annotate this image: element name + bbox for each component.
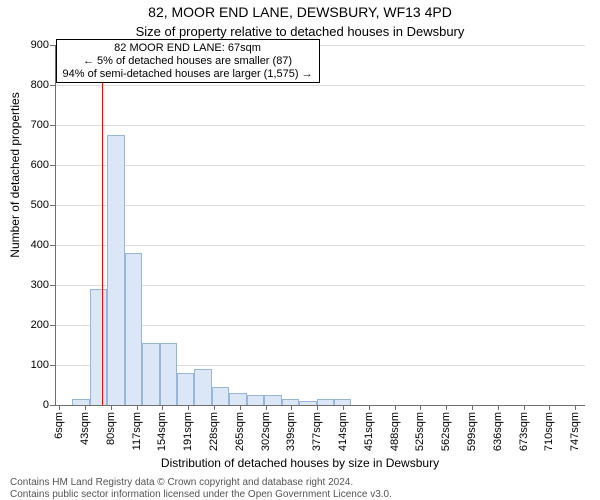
- histogram-plot: 01002003004005006007008009006sqm43sqm80s…: [55, 45, 585, 405]
- x-tick-mark: [498, 405, 499, 410]
- x-tick-label: 636sqm: [492, 412, 504, 451]
- histogram-bar: [194, 369, 211, 405]
- x-tick-label: 302sqm: [260, 412, 272, 451]
- y-tick-label: 300: [31, 279, 49, 291]
- x-tick-mark: [369, 405, 370, 410]
- histogram-bar: [90, 289, 107, 405]
- histogram-bar: [125, 253, 142, 405]
- x-tick-label: 154sqm: [156, 412, 168, 451]
- x-tick-label: 710sqm: [543, 412, 555, 451]
- x-tick-mark: [266, 405, 267, 410]
- x-tick-label: 525sqm: [414, 412, 426, 451]
- x-tick-label: 6sqm: [53, 412, 65, 439]
- x-tick-label: 377sqm: [311, 412, 323, 451]
- marker-line: [102, 45, 103, 405]
- y-tick-label: 500: [31, 199, 49, 211]
- x-tick-mark: [188, 405, 189, 410]
- x-tick-label: 747sqm: [569, 412, 581, 451]
- x-tick-mark: [472, 405, 473, 410]
- histogram-bar: [142, 343, 159, 405]
- page-title: 82, MOOR END LANE, DEWSBURY, WF13 4PD: [0, 4, 600, 20]
- y-tick-label: 700: [31, 119, 49, 131]
- x-tick-mark: [214, 405, 215, 410]
- histogram-bar: [177, 373, 194, 405]
- x-tick-label: 228sqm: [208, 412, 220, 451]
- x-tick-label: 339sqm: [285, 412, 297, 451]
- x-tick-mark: [395, 405, 396, 410]
- histogram-bar: [264, 395, 281, 405]
- x-axis-label: Distribution of detached houses by size …: [0, 456, 600, 470]
- y-axis-line: [55, 45, 56, 405]
- gridline: [55, 125, 585, 126]
- y-tick-label: 400: [31, 239, 49, 251]
- footer-attribution: Contains HM Land Registry data © Crown c…: [10, 477, 590, 500]
- y-tick-label: 0: [43, 399, 49, 411]
- histogram-bar: [229, 393, 246, 405]
- x-tick-mark: [575, 405, 576, 410]
- x-tick-mark: [59, 405, 60, 410]
- histogram-bar: [212, 387, 229, 405]
- x-tick-mark: [317, 405, 318, 410]
- x-tick-mark: [343, 405, 344, 410]
- histogram-bar: [107, 135, 124, 405]
- x-tick-label: 673sqm: [518, 412, 530, 451]
- y-tick-label: 600: [31, 159, 49, 171]
- x-tick-mark: [524, 405, 525, 410]
- x-tick-mark: [291, 405, 292, 410]
- annotation-box: 82 MOOR END LANE: 67sqm← 5% of detached …: [56, 39, 320, 84]
- y-axis-label: Number of detached properties: [8, 25, 22, 325]
- gridline: [55, 245, 585, 246]
- histogram-bar: [160, 343, 177, 405]
- x-tick-mark: [446, 405, 447, 410]
- x-tick-mark: [420, 405, 421, 410]
- x-tick-label: 562sqm: [440, 412, 452, 451]
- gridline: [55, 165, 585, 166]
- page-subtitle: Size of property relative to detached ho…: [0, 24, 600, 39]
- x-tick-label: 191sqm: [182, 412, 194, 451]
- x-tick-mark: [549, 405, 550, 410]
- y-tick-label: 200: [31, 319, 49, 331]
- x-axis-line: [55, 405, 585, 406]
- x-tick-mark: [162, 405, 163, 410]
- x-tick-label: 414sqm: [337, 412, 349, 451]
- x-tick-mark: [240, 405, 241, 410]
- gridline: [55, 85, 585, 86]
- x-tick-label: 43sqm: [79, 412, 91, 445]
- y-tick-label: 800: [31, 79, 49, 91]
- x-tick-mark: [85, 405, 86, 410]
- x-tick-label: 265sqm: [234, 412, 246, 451]
- x-tick-mark: [111, 405, 112, 410]
- x-tick-label: 488sqm: [389, 412, 401, 451]
- x-tick-label: 117sqm: [131, 412, 143, 450]
- x-tick-label: 80sqm: [105, 412, 117, 445]
- gridline: [55, 205, 585, 206]
- x-tick-label: 599sqm: [466, 412, 478, 451]
- x-tick-label: 451sqm: [363, 412, 375, 451]
- y-tick-label: 100: [31, 359, 49, 371]
- y-tick-label: 900: [31, 39, 49, 51]
- histogram-bar: [247, 395, 264, 405]
- x-tick-mark: [137, 405, 138, 410]
